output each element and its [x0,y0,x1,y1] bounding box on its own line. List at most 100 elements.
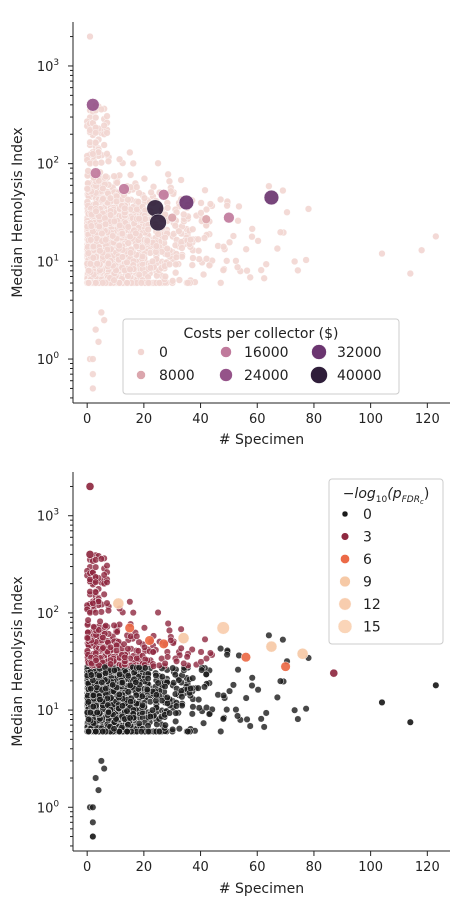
scatter-point-highlight [149,213,167,232]
scatter-point [171,222,179,230]
scatter-point-highlight [418,246,426,254]
legend-label: 12 [363,597,381,613]
scatter-point [195,704,203,712]
x-tick-label: 60 [249,412,266,427]
scatter-point [248,233,256,241]
x-tick-label: 80 [306,412,323,427]
scatter-point [175,276,183,284]
scatter-point [175,725,183,733]
scatter-point [89,370,97,378]
scatter-point [84,249,93,257]
scatter-point [189,225,197,233]
scatter-point [189,674,197,682]
scatter-point [223,202,231,210]
bottom-legend-title-sub3: c [420,498,424,506]
legend-marker [337,619,353,634]
scatter-point [172,717,180,725]
scatter-point [110,217,118,225]
scatter-point [200,234,209,242]
scatter-point [152,671,160,679]
scatter-point [246,722,254,730]
top-axes: 0 20 40 60 80 100 120 100 101 102 103 [37,22,450,427]
legend-marker [341,510,349,518]
scatter-point [118,253,127,261]
scatter-point [135,271,143,279]
scatter-point [262,709,270,717]
bottom-legend-title-sub2: FDR [402,495,420,505]
scatter-point [89,703,97,711]
scatter-point [188,645,196,654]
scatter-point [177,687,185,695]
scatter-point [92,114,100,122]
scatter-point [97,308,105,317]
scatter-point-highlight [296,647,309,660]
scatter-point [173,657,181,665]
scatter-point [175,227,183,235]
scatter-point [283,208,291,216]
x-tick-label: 20 [136,860,153,875]
scatter-point-highlight [178,194,195,211]
scatter-point [126,714,134,722]
scatter-point [206,649,215,657]
scatter-point [257,266,265,274]
scatter-point [149,648,157,656]
scatter-point [154,159,162,167]
scatter-point [172,253,180,261]
scatter-point [103,578,111,586]
scatter-point [154,230,162,238]
scatter-point [102,172,110,181]
scatter-point [127,171,135,179]
scatter-point [172,269,180,277]
scatter-point [89,355,97,363]
scatter-point [195,696,203,704]
scatter-point [194,235,202,243]
scatter-point [84,698,92,706]
scatter-point [232,257,240,265]
scatter-point [178,693,186,701]
scatter-point [279,186,287,195]
y-tick-label: 100 [37,351,60,368]
scatter-point [201,186,209,194]
scatter-point [97,105,105,113]
scatter-point [84,279,93,287]
scatter-point [92,279,100,287]
scatter-point [124,239,132,247]
scatter-point [109,232,117,240]
scatter-point [217,645,225,653]
scatter-point [99,279,107,287]
scatter-point-highlight [265,640,278,653]
scatter-point [194,684,202,692]
scatter-point [276,228,285,236]
scatter-point [165,626,174,635]
scatter-point [201,635,209,643]
scatter-point [113,628,121,636]
scatter-point [83,634,91,642]
scatter-point [126,249,135,257]
scatter-point [195,247,203,255]
scatter-point [248,682,256,690]
scatter-point [129,159,137,167]
scatter-point [223,257,231,265]
scatter-point-highlight [177,632,190,644]
scatter-point [126,598,134,606]
scatter-point [99,727,107,736]
scatter-point [106,194,115,202]
scatter-point-highlight [378,698,386,706]
scatter-point [129,609,137,617]
scatter-point-highlight [167,213,177,223]
scatter-point [118,702,126,710]
legend-marker [136,370,146,380]
scatter-point [169,664,177,672]
bottom-legend-title: −log10(pFDRc) [343,486,430,506]
scatter-point [92,656,100,664]
scatter-point [248,225,256,233]
scatter-point [260,723,268,731]
legend-label: 8000 [159,368,195,384]
top-x-axis-label: # Specimen [219,432,304,448]
scatter-point [96,696,104,704]
scatter-point [137,727,145,736]
scatter-point [123,707,131,715]
